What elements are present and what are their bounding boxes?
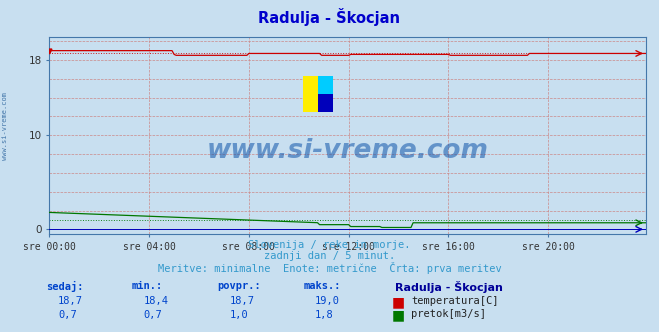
Text: pretok[m3/s]: pretok[m3/s] (411, 309, 486, 319)
Text: 18,7: 18,7 (58, 296, 83, 306)
Text: ■: ■ (392, 309, 405, 323)
Text: temperatura[C]: temperatura[C] (411, 296, 499, 306)
Text: Meritve: minimalne  Enote: metrične  Črta: prva meritev: Meritve: minimalne Enote: metrične Črta:… (158, 262, 501, 274)
Text: Radulja - Škocjan: Radulja - Škocjan (395, 281, 503, 292)
Text: 0,7: 0,7 (58, 310, 76, 320)
FancyBboxPatch shape (318, 76, 333, 94)
FancyBboxPatch shape (303, 76, 318, 112)
Text: Slovenija / reke in morje.: Slovenija / reke in morje. (248, 240, 411, 250)
Text: maks.:: maks.: (303, 281, 341, 290)
Text: 18,7: 18,7 (229, 296, 254, 306)
Text: 19,0: 19,0 (315, 296, 340, 306)
Text: 1,8: 1,8 (315, 310, 333, 320)
FancyBboxPatch shape (318, 94, 333, 112)
Text: zadnji dan / 5 minut.: zadnji dan / 5 minut. (264, 251, 395, 261)
Text: Radulja - Škocjan: Radulja - Škocjan (258, 8, 401, 26)
Text: ■: ■ (392, 295, 405, 309)
Text: 18,4: 18,4 (144, 296, 169, 306)
Text: 0,7: 0,7 (144, 310, 162, 320)
Text: min.:: min.: (132, 281, 163, 290)
Text: 1,0: 1,0 (229, 310, 248, 320)
Text: sedaj:: sedaj: (46, 281, 84, 291)
Text: www.si-vreme.com: www.si-vreme.com (2, 92, 9, 160)
Text: povpr.:: povpr.: (217, 281, 261, 290)
Text: www.si-vreme.com: www.si-vreme.com (207, 138, 488, 164)
